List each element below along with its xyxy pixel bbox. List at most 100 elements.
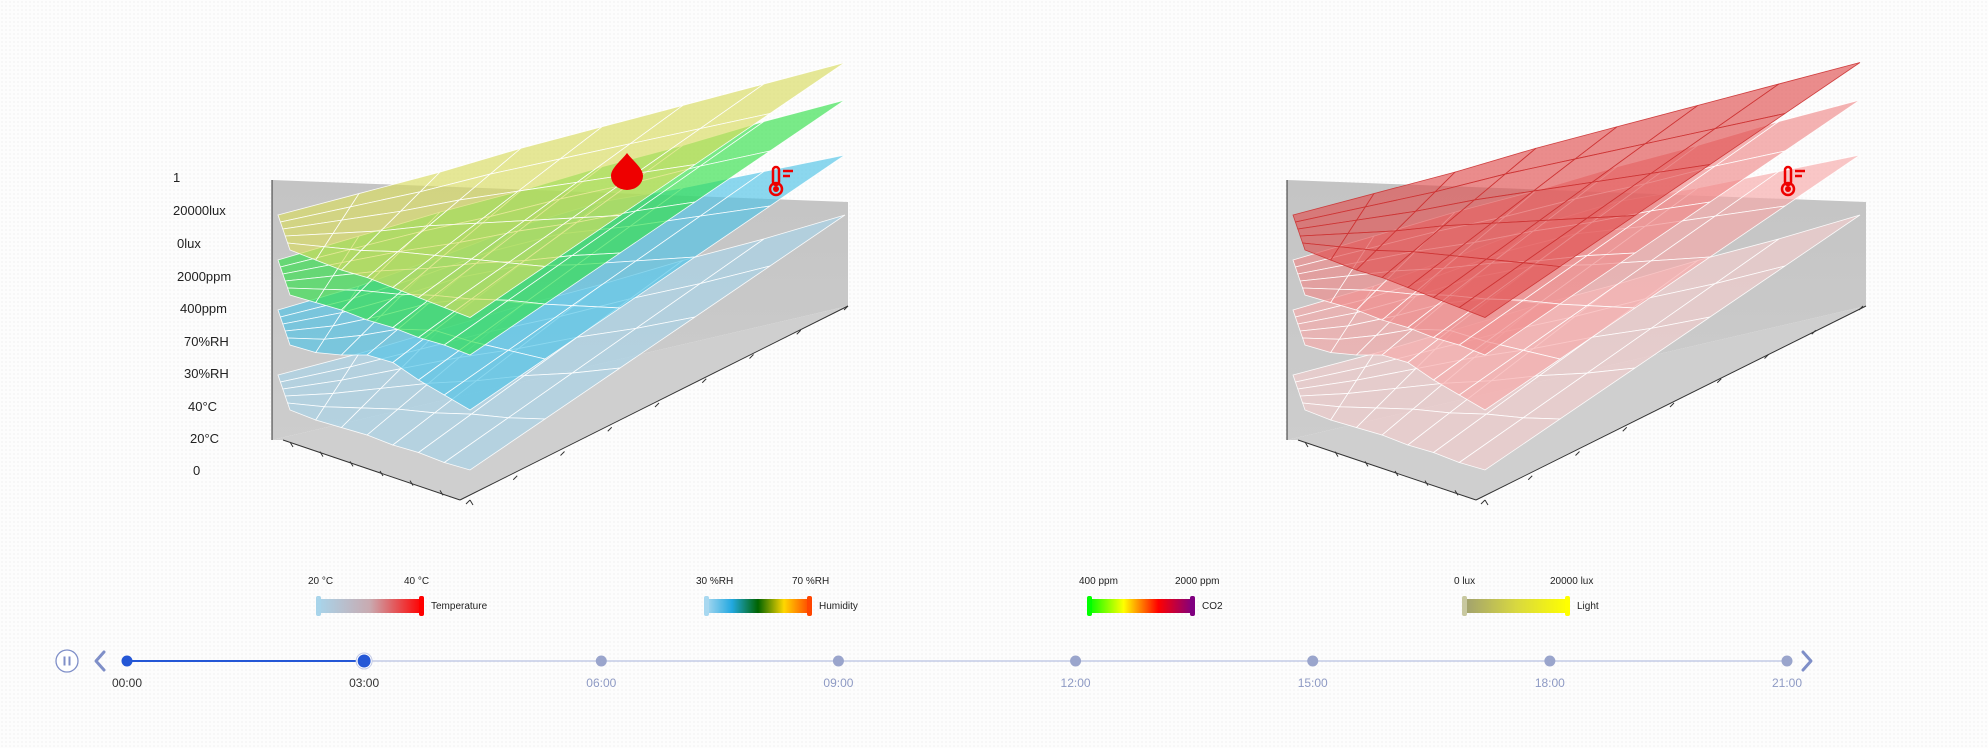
axis-tick — [1394, 470, 1399, 477]
timeline-point[interactable]: 03:00 — [349, 652, 379, 690]
axis-tick — [289, 441, 294, 448]
axis-tick — [1480, 499, 1486, 505]
surface-layer-light — [277, 62, 846, 318]
axis-tick — [1304, 441, 1309, 448]
timeline-label[interactable]: 12:00 — [1061, 676, 1091, 690]
y-axis-label: 0lux — [177, 236, 201, 251]
y-axis-label: 40°C — [188, 399, 217, 414]
timeline-points: 00:00 03:00 06:00 09:00 12:00 15:00 18:00 21:00 — [112, 652, 1802, 691]
surface-cell — [443, 299, 547, 356]
surface-layers — [1292, 62, 1861, 471]
legend-gradient-bar[interactable] — [1089, 599, 1193, 613]
axis-tick — [749, 354, 754, 359]
legend-name: Light — [1577, 601, 1599, 612]
timeline: 00:00 03:00 06:00 09:00 12:00 15:00 18:00 21:00 — [55, 649, 1813, 691]
axis-tick — [1575, 451, 1580, 456]
play-pause-button[interactable] — [55, 649, 79, 673]
timeline-label[interactable]: 03:00 — [349, 676, 379, 690]
legend-min-handle[interactable] — [1462, 596, 1467, 616]
axis-tick — [1811, 329, 1817, 335]
surface-chart-right — [1286, 62, 1867, 506]
timeline-label[interactable]: 21:00 — [1772, 676, 1802, 690]
axis-lines — [271, 180, 849, 501]
legend-max-handle[interactable] — [1565, 596, 1570, 616]
legend-name: Humidity — [819, 601, 858, 612]
surface-cell — [1458, 349, 1561, 411]
surface-cell — [443, 262, 547, 318]
legend-gradient-bar[interactable] — [1464, 599, 1568, 613]
timeline-label[interactable]: 06:00 — [586, 676, 616, 690]
timeline-label[interactable]: 18:00 — [1535, 676, 1565, 690]
y-axis-label: 20000lux — [173, 203, 226, 218]
drop-icon[interactable] — [611, 153, 643, 190]
legend-max-label: 2000 ppm — [1175, 576, 1219, 587]
axis-tick — [409, 480, 414, 486]
axis-tick — [607, 426, 613, 432]
surface-layer-light — [1292, 62, 1861, 318]
legend-max-label: 20000 lux — [1550, 576, 1593, 587]
surface-layers — [277, 62, 846, 471]
pause-icon — [63, 656, 66, 666]
timeline-label[interactable]: 15:00 — [1298, 676, 1328, 690]
legend-name: CO2 — [1202, 601, 1223, 612]
axis-tick — [439, 490, 444, 496]
y-axis-label: 30%RH — [184, 366, 229, 381]
axis-tick — [1764, 354, 1769, 359]
axis-tick — [465, 499, 471, 505]
timeline-point[interactable]: 18:00 — [1535, 655, 1565, 691]
legend-humidity[interactable]: 30 %RH 70 %RH Humidity — [696, 576, 858, 616]
surface-cell — [443, 417, 547, 471]
timeline-point[interactable]: 21:00 — [1772, 655, 1802, 691]
axis-tick — [1364, 461, 1369, 467]
legend-max-handle[interactable] — [419, 596, 424, 616]
legend-min-handle[interactable] — [704, 596, 709, 616]
axis-tick — [796, 329, 802, 335]
prev-button[interactable] — [94, 650, 106, 672]
legend-min-handle[interactable] — [1087, 596, 1092, 616]
timeline-point[interactable]: 00:00 — [112, 655, 142, 691]
legend-gradient-bar[interactable] — [318, 599, 422, 613]
surface-cell — [1458, 262, 1562, 318]
timeline-point[interactable]: 06:00 — [586, 655, 617, 691]
legend-temperature[interactable]: 20 °C 40 °C Temperature — [308, 576, 488, 616]
surface-cell — [1458, 417, 1562, 471]
timeline-label[interactable]: 00:00 — [112, 676, 142, 690]
axis-tick — [701, 378, 707, 384]
axis-tick — [379, 470, 384, 477]
y-axis-label: 1 — [173, 170, 180, 185]
axis-tick — [1484, 499, 1489, 506]
legend-max-label: 70 %RH — [792, 576, 829, 587]
axis-tick — [1622, 426, 1628, 432]
y-axis-label: 70%RH — [184, 334, 229, 349]
axis-lines — [1286, 180, 1867, 501]
legend-max-handle[interactable] — [1190, 596, 1195, 616]
axis-ticks — [1304, 305, 1864, 506]
axis-tick — [469, 499, 474, 506]
y-axis-label: 0 — [193, 463, 200, 478]
surface-cell — [1458, 299, 1562, 356]
legend-max-handle[interactable] — [807, 596, 812, 616]
legend-min-handle[interactable] — [316, 596, 321, 616]
legend-light[interactable]: 0 lux 20000 lux Light — [1454, 576, 1599, 616]
axis-tick — [1424, 480, 1429, 486]
legend-min-label: 20 °C — [308, 576, 333, 587]
next-button[interactable] — [1801, 650, 1813, 672]
legend-min-label: 30 %RH — [696, 576, 733, 587]
axis-ticks — [289, 305, 849, 506]
timeline-point[interactable]: 09:00 — [823, 655, 854, 691]
axis-tick — [843, 305, 849, 311]
legend-co2[interactable]: 400 ppm 2000 ppm CO2 — [1079, 576, 1223, 616]
axis-tick — [1716, 378, 1722, 384]
axis-tick — [1669, 402, 1675, 408]
axis-tick — [560, 451, 565, 456]
thermometer-icon[interactable] — [1780, 165, 1805, 197]
visual-map-legends: 20 °C 40 °C Temperature 30 %RH 70 %RH Humidit… — [308, 576, 1599, 616]
thermometer-icon[interactable] — [768, 165, 793, 197]
timeline-point[interactable]: 12:00 — [1061, 655, 1091, 691]
timeline-label[interactable]: 09:00 — [823, 676, 853, 690]
y-axis-label: 20°C — [190, 431, 219, 446]
axis-tick — [1858, 305, 1864, 311]
axis-tick — [1527, 475, 1533, 481]
legend-gradient-bar[interactable] — [706, 599, 810, 613]
timeline-point[interactable]: 15:00 — [1298, 655, 1328, 691]
